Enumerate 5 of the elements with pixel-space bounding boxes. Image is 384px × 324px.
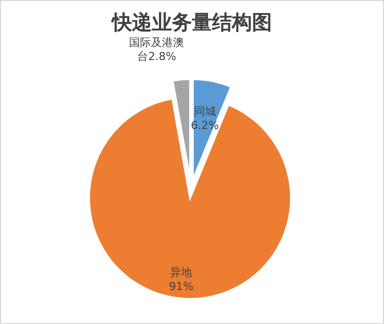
data-label: 91% <box>168 280 194 294</box>
slice-label: 异地 <box>170 266 192 280</box>
slice-label: 同城 <box>194 104 216 118</box>
chart-title: 快递业务量结构图 <box>110 9 273 36</box>
data-label: 2.8% <box>148 50 176 63</box>
